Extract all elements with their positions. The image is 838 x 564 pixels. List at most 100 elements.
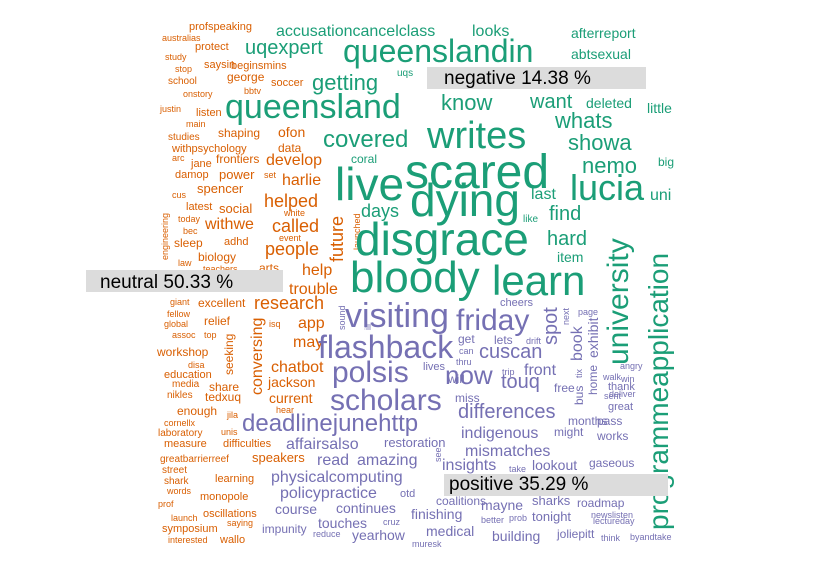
word-positive: sound xyxy=(337,305,347,330)
word-positive: restoration xyxy=(384,435,445,450)
word-neutral: symposium xyxy=(162,523,218,535)
word-positive: exhibit xyxy=(585,317,601,358)
word-neutral: cus xyxy=(172,190,187,200)
word-negative: know xyxy=(441,90,492,115)
word-neutral: helped xyxy=(264,191,318,211)
word-neutral: assoc xyxy=(172,330,196,340)
word-positive: sharks xyxy=(532,493,571,508)
word-neutral: harlie xyxy=(282,172,321,189)
word-neutral: education xyxy=(164,369,212,381)
word-negative: hard xyxy=(547,228,587,250)
word-positive: newslisten xyxy=(591,510,633,520)
word-positive: physicalcomputing xyxy=(271,469,403,486)
word-positive: now xyxy=(445,360,493,390)
word-neutral: prof xyxy=(158,499,174,509)
word-negative: disgrace xyxy=(355,213,529,265)
word-positive: lives xyxy=(423,361,446,373)
word-negative: dying xyxy=(410,174,520,226)
word-positive: medical xyxy=(426,523,474,539)
word-negative: queensland xyxy=(225,88,401,126)
word-neutral: develop xyxy=(266,152,322,169)
word-positive: continues xyxy=(336,500,396,516)
word-negative: last xyxy=(531,186,556,203)
word-positive: byandtake xyxy=(630,532,672,542)
word-positive: tonight xyxy=(532,509,571,524)
word-positive: mayne xyxy=(481,497,523,513)
word-neutral: monopole xyxy=(200,491,248,503)
word-neutral: beginsmins xyxy=(231,60,287,72)
category-label-neutral: neutral 50.33 % xyxy=(100,272,233,293)
word-neutral: arc xyxy=(172,153,185,163)
word-positive: gaseous xyxy=(589,456,634,470)
word-positive: sent xyxy=(604,391,622,401)
word-neutral: people xyxy=(265,239,319,259)
word-positive: mismatches xyxy=(465,443,550,460)
word-neutral: jane xyxy=(190,158,212,170)
word-neutral: withwe xyxy=(204,216,254,233)
word-positive: otd xyxy=(400,488,415,500)
word-neutral: school xyxy=(168,76,197,87)
word-neutral: saysin xyxy=(204,59,235,71)
word-negative: abtsexual xyxy=(571,46,631,62)
word-positive: drift xyxy=(526,336,542,346)
word-neutral: tedxuq xyxy=(205,390,241,404)
word-neutral: relief xyxy=(204,314,231,328)
word-neutral: cornellx xyxy=(164,418,196,428)
word-positive: might xyxy=(554,425,584,439)
word-positive: reduce xyxy=(313,529,341,539)
word-neutral: profspeaking xyxy=(189,21,252,33)
word-neutral: learning xyxy=(215,473,254,485)
word-positive: flashback xyxy=(318,329,454,365)
word-neutral: shark xyxy=(164,476,189,487)
word-positive: lets xyxy=(494,333,513,347)
label-box-neutral xyxy=(86,270,283,292)
word-neutral: research xyxy=(254,293,324,313)
word-negative: whats xyxy=(554,108,612,133)
word-positive: front xyxy=(524,362,557,379)
word-neutral: stop xyxy=(175,64,192,74)
word-negative: item xyxy=(557,249,583,265)
word-neutral: justin xyxy=(159,104,181,114)
word-neutral: white xyxy=(283,208,305,218)
word-neutral: measure xyxy=(164,438,207,450)
word-positive: finishing xyxy=(411,506,462,522)
word-positive: ill xyxy=(363,324,373,330)
word-neutral: set xyxy=(264,170,277,180)
word-positive: thru xyxy=(456,357,472,367)
word-neutral: speakers xyxy=(252,450,305,465)
word-neutral: seeking xyxy=(222,334,236,375)
word-positive: free xyxy=(554,381,575,395)
word-negative: queenslandin xyxy=(343,33,533,69)
word-positive: will xyxy=(447,372,465,386)
word-neutral: ofon xyxy=(278,124,305,140)
word-neutral: studies xyxy=(168,132,200,143)
word-negative: lucia xyxy=(570,167,645,208)
word-positive: walk xyxy=(602,372,622,382)
word-neutral: sleep xyxy=(174,236,203,250)
word-neutral: protect xyxy=(195,41,229,53)
word-negative: big xyxy=(658,155,674,169)
word-neutral: difficulties xyxy=(223,438,272,450)
word-negative: afterreport xyxy=(571,25,636,41)
word-neutral: hear xyxy=(276,405,294,415)
word-positive: home xyxy=(586,365,600,395)
word-positive: cheers xyxy=(500,297,534,309)
word-positive: next xyxy=(561,307,571,325)
word-positive: bus xyxy=(572,386,586,405)
word-neutral: isq xyxy=(269,319,281,329)
word-positive: building xyxy=(492,528,540,544)
word-positive: joliepitt xyxy=(556,527,595,541)
word-positive: tix xyxy=(574,369,584,379)
word-neutral: spencer xyxy=(197,181,244,196)
word-neutral: interested xyxy=(168,535,208,545)
word-positive: cuscan xyxy=(479,341,542,363)
word-positive: deadlinejunehttp xyxy=(242,410,418,437)
category-label-positive: positive 35.29 % xyxy=(449,474,589,495)
word-neutral: media xyxy=(172,379,200,390)
word-neutral: law xyxy=(178,258,192,268)
word-negative: little xyxy=(647,100,672,116)
word-neutral: listen xyxy=(196,107,222,119)
word-positive: course xyxy=(275,501,317,517)
